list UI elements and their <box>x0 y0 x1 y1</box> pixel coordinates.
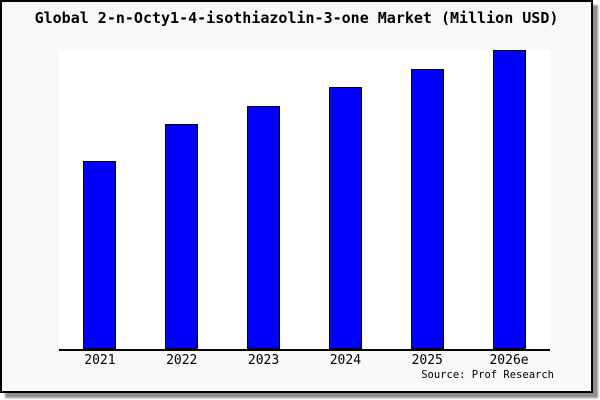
x-axis-labels: 2021 2022 2023 2024 2025 2026e <box>59 353 550 369</box>
bar-2024 <box>328 86 362 349</box>
bar-slot-2026e <box>468 50 550 349</box>
x-axis-label-2021: 2021 <box>84 353 116 368</box>
x-axis-label-2023: 2023 <box>247 353 280 368</box>
plot-area <box>59 50 550 351</box>
x-axis-label-2025: 2025 <box>411 353 443 368</box>
x-axis-label-2026e: 2026e <box>489 353 529 368</box>
bar-slot-2025 <box>386 50 468 349</box>
bar-slot-2023 <box>223 50 305 349</box>
bar-2026e <box>492 50 526 349</box>
x-axis-label-2022: 2022 <box>166 353 198 368</box>
bar-2022 <box>165 124 199 349</box>
bar-slot-2021 <box>59 50 141 349</box>
bar-slot-2022 <box>141 50 223 349</box>
x-axis-label-2024: 2024 <box>329 353 362 368</box>
bar-2025 <box>410 68 444 349</box>
source-credit: Source: Prof Research <box>421 369 554 381</box>
bar-slot-2024 <box>304 50 386 349</box>
chart-title: Global 2-n-Octy1-4-isothiazolin-3-one Ma… <box>34 9 559 27</box>
bars-container <box>59 50 550 349</box>
bar-2021 <box>83 161 117 349</box>
chart-card: Global 2-n-Octy1-4-isothiazolin-3-one Ma… <box>0 0 593 393</box>
bar-2023 <box>247 105 281 349</box>
